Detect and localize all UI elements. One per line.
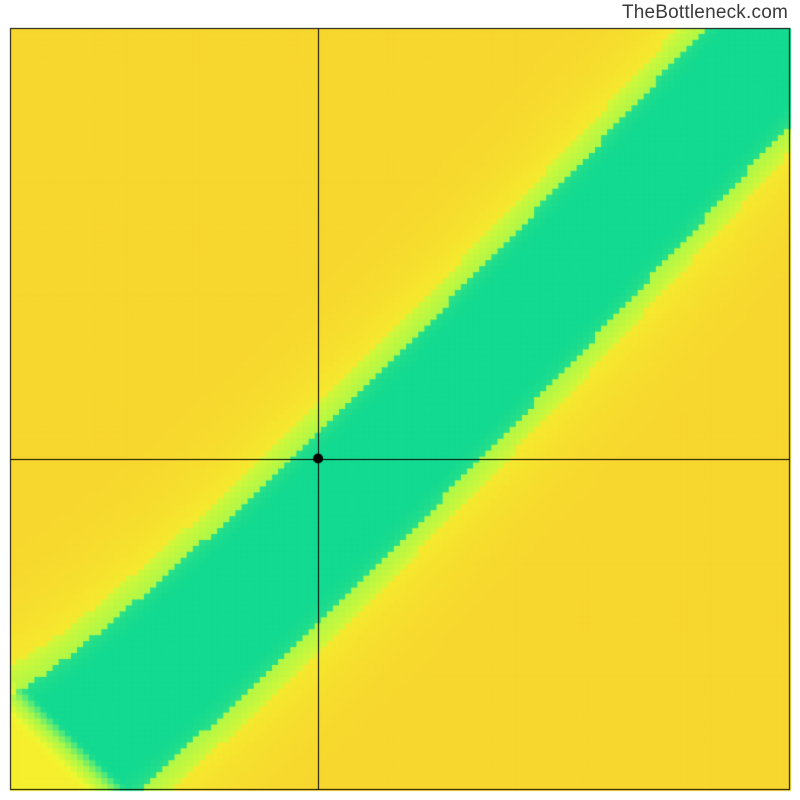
attribution-label: TheBottleneck.com: [622, 2, 788, 24]
root-container: TheBottleneck.com: [0, 0, 800, 800]
heatmap-canvas: [0, 0, 800, 800]
